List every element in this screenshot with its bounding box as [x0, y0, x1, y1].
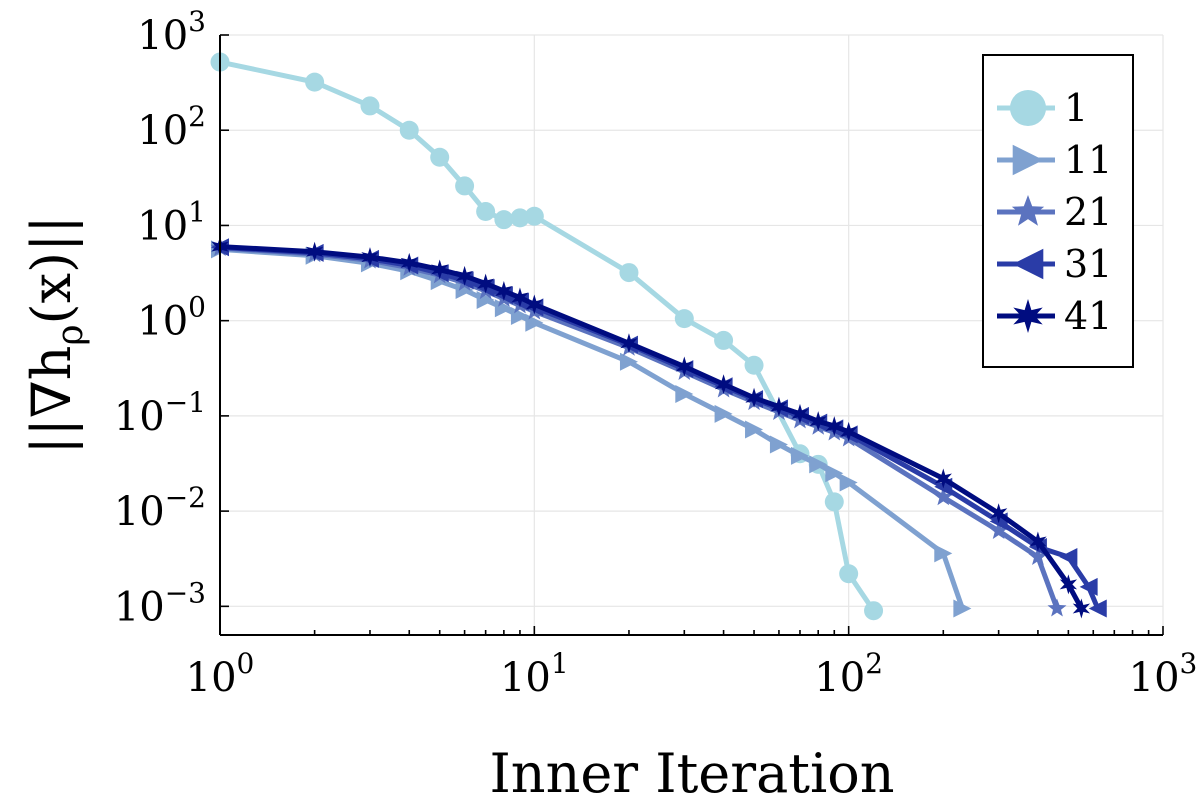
data-point-marker: [525, 294, 543, 315]
legend-label: 1: [1064, 86, 1088, 130]
data-point-marker: [989, 503, 1008, 524]
axes: [219, 34, 1164, 636]
data-point-marker: [1059, 574, 1078, 595]
data-point-marker: [714, 404, 733, 423]
data-point-marker: [476, 273, 495, 294]
data-point-marker: [1009, 89, 1047, 127]
legend-label: 11: [1064, 138, 1112, 182]
data-point-marker: [476, 202, 496, 222]
data-point-marker: [360, 96, 380, 116]
data-point-marker: [455, 176, 475, 196]
y-tick-label: 10−3: [114, 576, 206, 630]
data-point-marker: [495, 280, 513, 301]
legend-item: 1: [997, 86, 1088, 130]
x-tick-label: 100: [186, 647, 255, 701]
data-point-marker: [839, 473, 858, 492]
data-point-marker: [1059, 547, 1078, 566]
data-point-marker: [824, 492, 844, 512]
x-tick-label: 103: [1129, 647, 1198, 701]
data-point-marker: [305, 241, 324, 262]
data-point-marker: [361, 247, 379, 268]
data-point-marker: [1072, 598, 1091, 619]
data-point-marker: [511, 287, 529, 308]
tick-labels: 100 101 102 103 10−3 10−2 10−1 100 101 102 103: [114, 5, 1198, 701]
legend-label: 31: [1064, 242, 1112, 286]
data-point-marker: [620, 333, 638, 354]
data-point-marker: [1011, 195, 1045, 226]
data-point-marker: [791, 403, 809, 424]
data-point-marker: [809, 411, 827, 432]
data-point-marker: [1012, 144, 1044, 176]
data-point-marker: [455, 280, 474, 299]
x-tick-label: 102: [814, 647, 883, 701]
data-point-marker: [674, 309, 694, 329]
data-point-marker: [675, 384, 694, 403]
data-point-marker: [305, 72, 325, 92]
data-point-marker: [619, 263, 639, 283]
data-point-marker: [934, 544, 953, 563]
data-point-marker: [989, 520, 1009, 539]
y-tick-label: 102: [137, 100, 206, 154]
data-point-marker: [933, 487, 953, 506]
data-point-marker: [431, 259, 449, 280]
data-point-marker: [825, 416, 843, 437]
legend-item: 31: [997, 242, 1112, 286]
x-axis-title: Inner Iteration: [489, 742, 894, 800]
data-point-marker: [675, 356, 693, 377]
y-tick-label: 100: [137, 291, 206, 345]
legend-item: 11: [997, 138, 1112, 182]
data-point-marker: [524, 206, 544, 226]
data-point-marker: [864, 601, 884, 621]
series-group: [210, 52, 1107, 621]
data-point-marker: [745, 420, 764, 439]
data-point-marker: [840, 421, 858, 442]
series-line: [217, 244, 1084, 611]
legend-label: 21: [1064, 190, 1112, 234]
data-point-marker: [809, 455, 828, 474]
data-point-marker: [455, 265, 474, 286]
y-tick-label: 103: [137, 5, 206, 59]
data-point-marker: [825, 464, 844, 483]
data-point-marker: [1028, 546, 1048, 566]
data-point-marker: [714, 330, 734, 350]
data-point-marker: [1079, 577, 1098, 596]
data-point-marker: [953, 599, 972, 618]
data-point-marker: [770, 396, 788, 417]
data-point-marker: [745, 387, 763, 408]
data-point-marker: [1088, 599, 1107, 618]
data-point-marker: [790, 446, 809, 465]
legend-label: 41: [1064, 294, 1112, 338]
data-point-marker: [400, 252, 418, 273]
y-axis-title: ||∇hρ(x)||: [20, 215, 91, 454]
data-point-marker: [769, 435, 788, 454]
data-point-marker: [619, 352, 638, 371]
data-point-marker: [934, 468, 952, 489]
data-point-marker: [510, 208, 530, 228]
data-point-marker: [399, 120, 419, 140]
data-point-marker: [1013, 299, 1043, 333]
data-point-marker: [744, 355, 764, 375]
y-tick-label: 10−1: [114, 386, 206, 440]
legend-item: 21: [997, 190, 1112, 234]
data-point-marker: [1012, 248, 1044, 280]
data-point-marker: [430, 147, 450, 167]
data-point-marker: [714, 374, 733, 395]
x-tick-label: 101: [500, 647, 569, 701]
legend-item: 41: [997, 294, 1112, 338]
data-point-marker: [1047, 598, 1067, 617]
data-point-marker: [839, 564, 859, 584]
y-tick-label: 101: [137, 195, 206, 249]
y-tick-label: 10−2: [114, 481, 206, 535]
data-point-marker: [494, 210, 514, 230]
data-point-marker: [1029, 531, 1047, 552]
